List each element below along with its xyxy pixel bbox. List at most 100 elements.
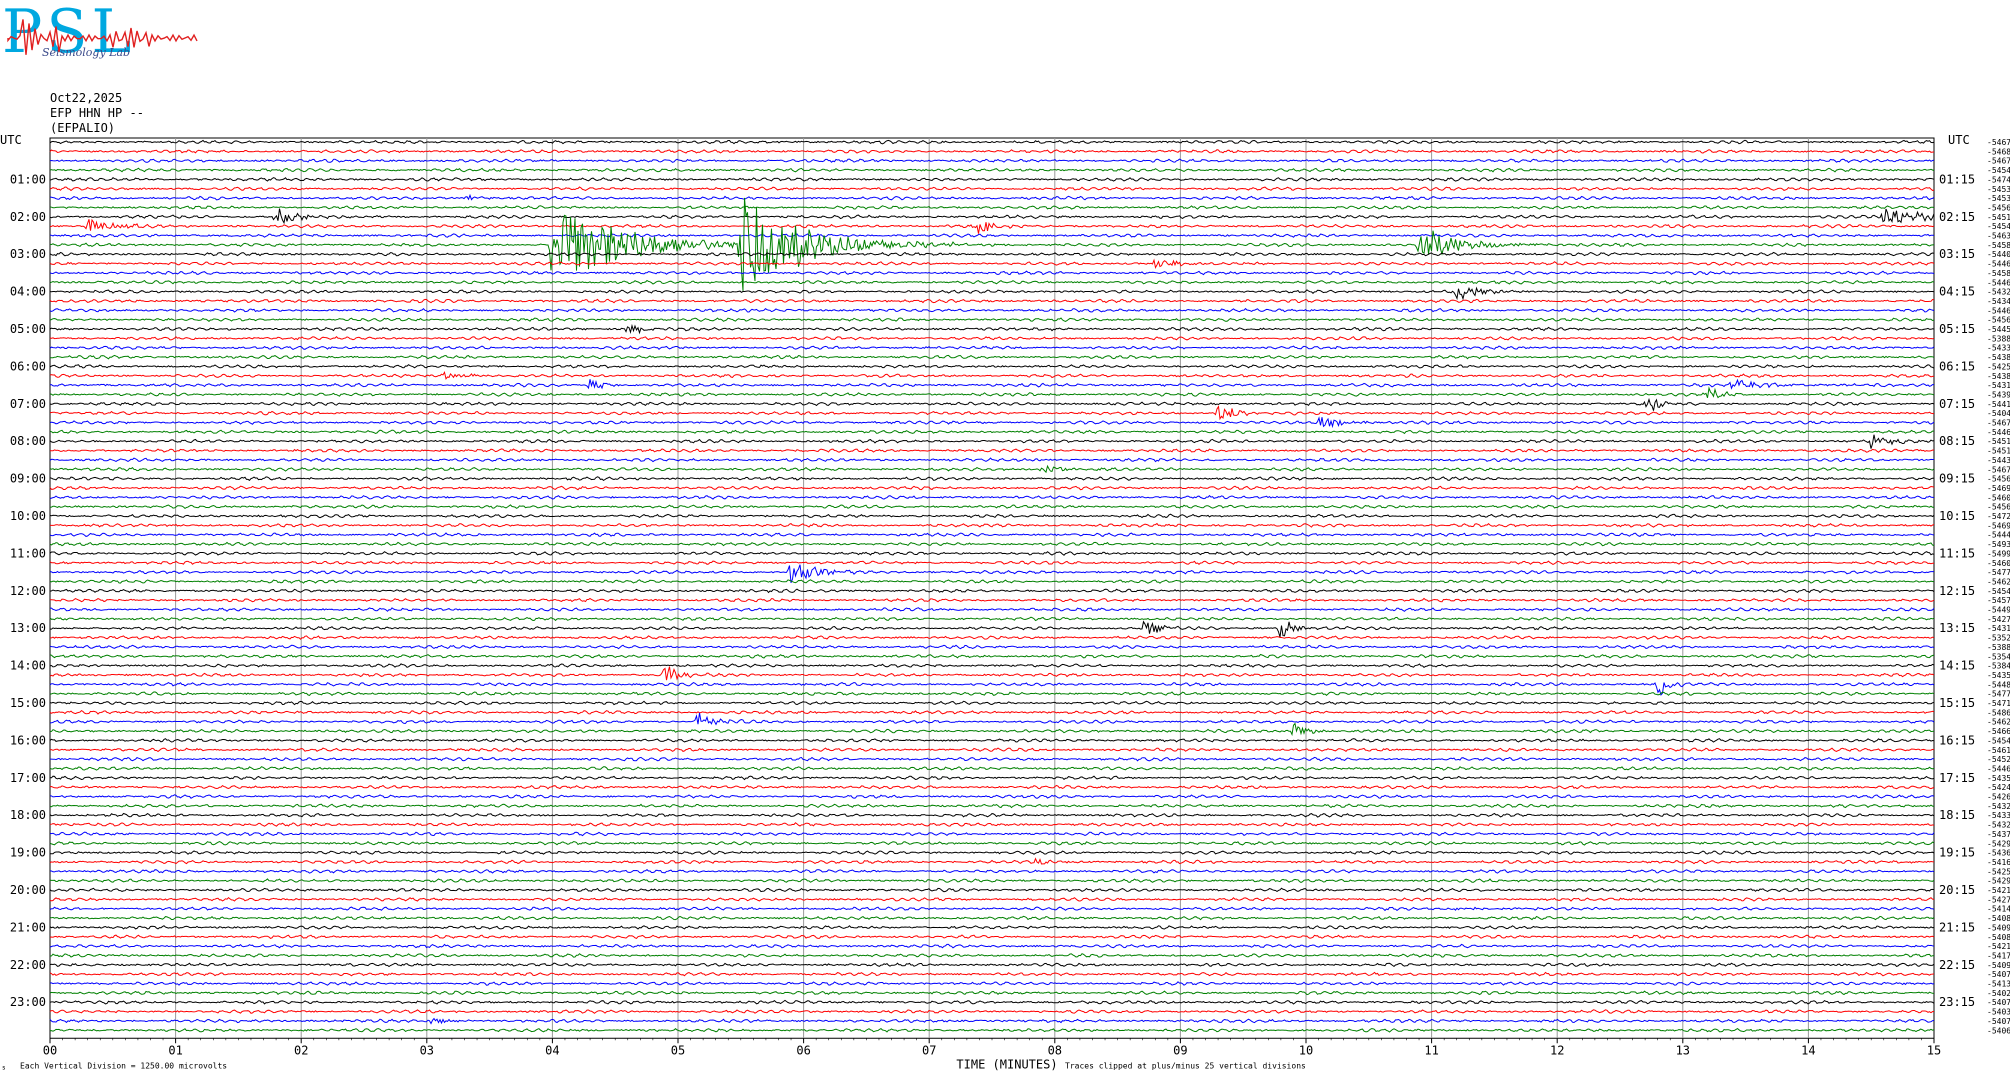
trace-row — [49, 666, 1935, 681]
right-hour-label: 13:15 — [1939, 621, 1975, 635]
left-hour-label: 06:00 — [10, 359, 46, 373]
trace-row — [49, 803, 1935, 809]
row-offset-label: -5466 — [1987, 727, 2010, 736]
logo-subtitle: Seismology Lab — [42, 46, 131, 59]
trace-row — [49, 934, 1935, 940]
trace-row — [50, 850, 1935, 855]
row-offset-label: -5460 — [1987, 493, 2010, 502]
trace-row — [49, 887, 1935, 893]
trace-row — [49, 513, 1935, 519]
row-offset-label: -5451 — [1987, 437, 2010, 446]
trace-row — [49, 307, 1935, 313]
trace-row — [49, 323, 1935, 335]
row-offset-label: -5432 — [1987, 288, 2010, 297]
x-axis-label: TIME (MINUTES) — [956, 1057, 1057, 1071]
x-tick-label: 04 — [545, 1043, 559, 1057]
row-offset-label: -5461 — [1987, 746, 2010, 755]
row-offset-label: -5477 — [1987, 690, 2010, 699]
right-hour-label: 22:15 — [1939, 958, 1975, 972]
row-offset-label: -5431 — [1987, 381, 2010, 390]
row-offset-label: -5454 — [1987, 587, 2010, 596]
row-offset-label: -5453 — [1987, 194, 2010, 203]
row-offset-label: -5443 — [1987, 456, 2010, 465]
x-tick-label: 05 — [671, 1043, 685, 1057]
row-offset-label: -5446 — [1987, 764, 2010, 773]
trace-row — [49, 504, 1934, 510]
row-offset-label: -5477 — [1987, 568, 2010, 577]
trace-row — [49, 197, 1935, 291]
left-hour-label: 14:00 — [10, 659, 46, 673]
row-offset-label: -5429 — [1987, 839, 2010, 848]
row-offset-label: -5431 — [1987, 624, 2010, 633]
trace-row — [49, 653, 1935, 659]
row-offset-label: -5467 — [1987, 157, 2010, 166]
trace-row — [50, 607, 1935, 612]
row-offset-label: -5446 — [1987, 428, 2010, 437]
trace-row — [49, 915, 1935, 921]
right-hour-label: 23:15 — [1939, 995, 1975, 1009]
right-hour-label: 12:15 — [1939, 584, 1975, 598]
left-hour-label: 05:00 — [10, 322, 46, 336]
row-offset-label: -5433 — [1987, 811, 2010, 820]
clip-note: Traces clipped at plus/minus 25 vertical… — [1065, 1061, 1306, 1070]
row-offset-label: -5441 — [1987, 400, 2010, 409]
trace-row — [49, 378, 1934, 390]
right-utc-label: UTC — [1948, 133, 1970, 147]
trace-row — [49, 712, 1935, 726]
row-offset-label: -5425 — [1987, 867, 2010, 876]
trace-row — [49, 139, 1935, 145]
row-offset-label: -5427 — [1987, 895, 2010, 904]
row-offset-label: -5451 — [1987, 213, 2010, 222]
trace-row — [49, 700, 1935, 706]
row-offset-label: -5437 — [1987, 830, 2010, 839]
row-offset-label: -5454 — [1987, 736, 2010, 745]
trace-row — [49, 722, 1935, 737]
right-hour-label: 10:15 — [1939, 509, 1975, 523]
row-offset-label: -5429 — [1987, 877, 2010, 886]
trace-row — [49, 1009, 1935, 1014]
trace-row — [50, 756, 1935, 762]
row-offset-label: -5388 — [1987, 643, 2010, 652]
trace-row — [49, 541, 1935, 547]
trace-row — [49, 579, 1935, 584]
trace-row — [49, 766, 1935, 771]
row-offset-label: -5456 — [1987, 475, 2010, 484]
trace-row — [49, 794, 1935, 799]
trace-row — [49, 476, 1935, 482]
trace-row — [49, 317, 1935, 322]
trace-row — [49, 588, 1935, 594]
trace-row — [49, 258, 1935, 270]
row-offset-label: -5403 — [1987, 1008, 2010, 1017]
trace-row — [49, 897, 1935, 902]
trace-row — [49, 691, 1935, 696]
row-offset-label: -5432 — [1987, 821, 2010, 830]
row-offset-label: -5460 — [1987, 559, 2010, 568]
row-offset-label: -5452 — [1987, 755, 2010, 764]
trace-row — [50, 775, 1935, 781]
trace-row — [49, 990, 1935, 996]
right-hour-label: 16:15 — [1939, 733, 1975, 747]
trace-row — [49, 831, 1935, 837]
right-hour-label: 05:15 — [1939, 322, 1975, 336]
row-offset-label: -5421 — [1987, 942, 2010, 951]
row-offset-label: -5432 — [1987, 802, 2010, 811]
trace-row — [49, 464, 1935, 474]
trace-row — [49, 616, 1935, 622]
trace-row — [49, 906, 1935, 912]
trace-row — [49, 747, 1935, 753]
row-offset-label: -5486 — [1987, 708, 2010, 717]
row-offset-label: -5453 — [1987, 185, 2010, 194]
trace-row — [50, 597, 1935, 603]
x-tick-label: 14 — [1801, 1043, 1815, 1057]
row-offset-label: -5445 — [1987, 325, 2010, 334]
left-hour-label: 11:00 — [10, 546, 46, 560]
trace-row — [49, 485, 1935, 491]
left-hour-label: 16:00 — [10, 733, 46, 747]
row-offset-label: -5449 — [1987, 606, 2010, 615]
trace-row — [49, 405, 1935, 421]
trace-row — [49, 345, 1935, 350]
trace-row — [49, 186, 1935, 192]
scale-note: Each Vertical Division = 1250.00 microvo… — [20, 1061, 227, 1070]
row-offset-label: -5388 — [1987, 334, 2010, 343]
record-date: Oct22,2025 — [50, 91, 123, 105]
